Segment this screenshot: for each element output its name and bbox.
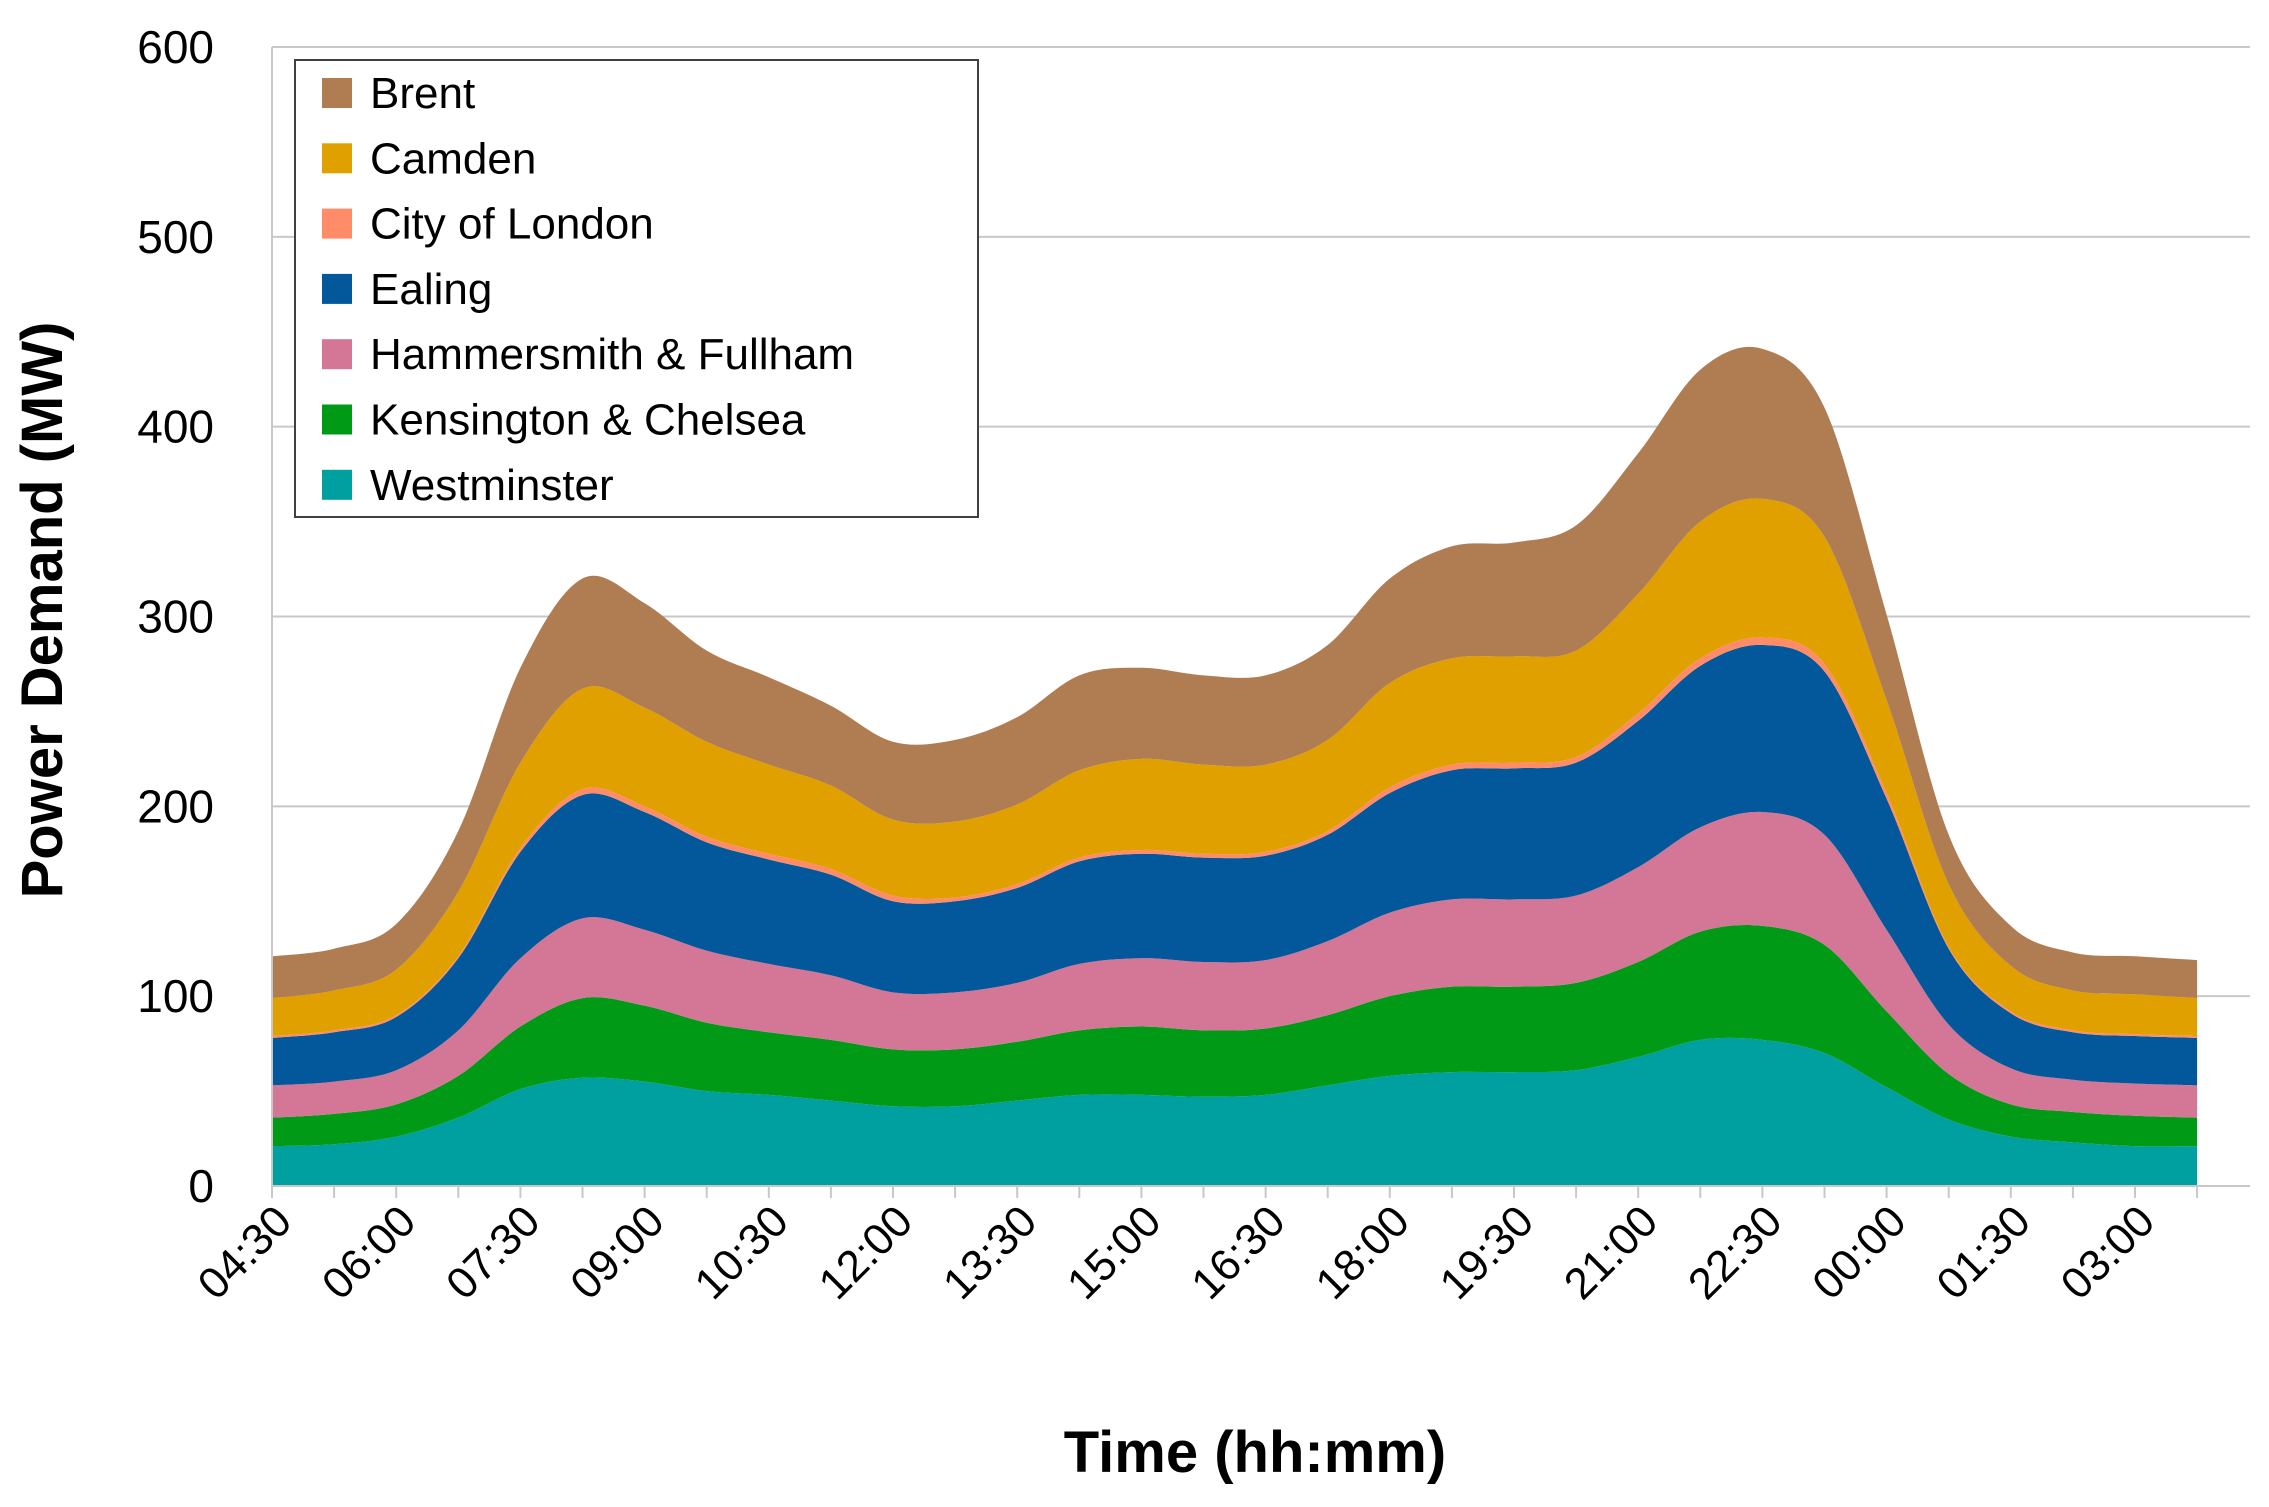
legend-swatch-brent [322,78,352,108]
legend-swatch-kensington-and-chelsea [322,404,352,435]
legend-swatch-hammersmith-and-fullham [322,339,352,370]
area-brent [272,346,2198,999]
legend-label-brent: Brent [370,69,475,118]
x-tick-label-1500: 15:00 [1058,1196,1171,1309]
legend-label-kensington-and-chelsea: Kensington & Chelsea [370,396,806,445]
y-tick-label-100: 100 [137,970,214,1022]
legend-label-ealing: Ealing [370,265,492,314]
legend-label-camden: Camden [370,134,536,183]
legend-label-city-of-london: City of London [370,200,654,249]
y-tick-labels: 0 100 200 300 400 500 600 [137,21,214,1212]
legend-swatch-city-of-london [322,208,352,239]
x-tick-label-0000: 00:00 [1803,1196,1916,1309]
legend-swatch-ealing [322,273,352,304]
x-tick-label-1200: 12:00 [810,1196,923,1309]
y-tick-label-600: 600 [137,21,214,73]
x-tick-label-0730: 07:30 [437,1196,550,1309]
legend-box [294,59,979,518]
x-tick-label-0130: 01:30 [1927,1196,2040,1309]
x-axis-title: Time (hh:mm) [1064,1420,1446,1485]
x-tick-label-1330: 13:30 [934,1196,1047,1309]
x-tick-label-0900: 09:00 [561,1196,674,1309]
x-tick-label-1030: 10:30 [685,1196,798,1309]
x-tick-label-0300: 03:00 [2052,1196,2165,1309]
x-tick-label-2100: 21:00 [1555,1196,1668,1309]
y-axis-title: Power Demand (MW) [10,322,75,899]
area-westminster [272,1037,2198,1186]
x-tick-label-1630: 16:30 [1182,1196,1295,1309]
legend-swatch-westminster [322,469,352,500]
area-hammersmith-and-fullham [272,811,2198,1118]
area-ealing [272,644,2198,1086]
legend-label-hammersmith-and-fullham: Hammersmith & Fullham [370,330,854,379]
legend-label-westminster: Westminster [370,461,614,510]
y-tick-label-300: 300 [137,591,214,643]
x-tick-labels: 04:30 06:00 07:30 09:00 10:30 12:00 13:30 15:00… [189,1196,2165,1309]
legend-swatch-camden [322,143,352,174]
x-tick-label-0430: 04:30 [189,1196,302,1309]
y-tick-label-0: 0 [188,1160,214,1212]
legend: Brent Camden City of London Ealing Hammersmi… [294,59,979,518]
x-tick-label-2230: 22:30 [1679,1196,1792,1309]
area-kensington-and-chelsea [272,925,2198,1147]
x-tick-label-1930: 19:30 [1431,1196,1544,1309]
y-tick-label-400: 400 [137,401,214,453]
area-camden [272,498,2198,1037]
y-tick-label-500: 500 [137,211,214,263]
y-tick-label-200: 200 [137,780,214,832]
x-tick-label-0600: 06:00 [313,1196,426,1309]
stacked-areas [272,346,2198,1186]
x-tick-label-1800: 18:00 [1306,1196,1419,1309]
axes [271,47,2250,1198]
